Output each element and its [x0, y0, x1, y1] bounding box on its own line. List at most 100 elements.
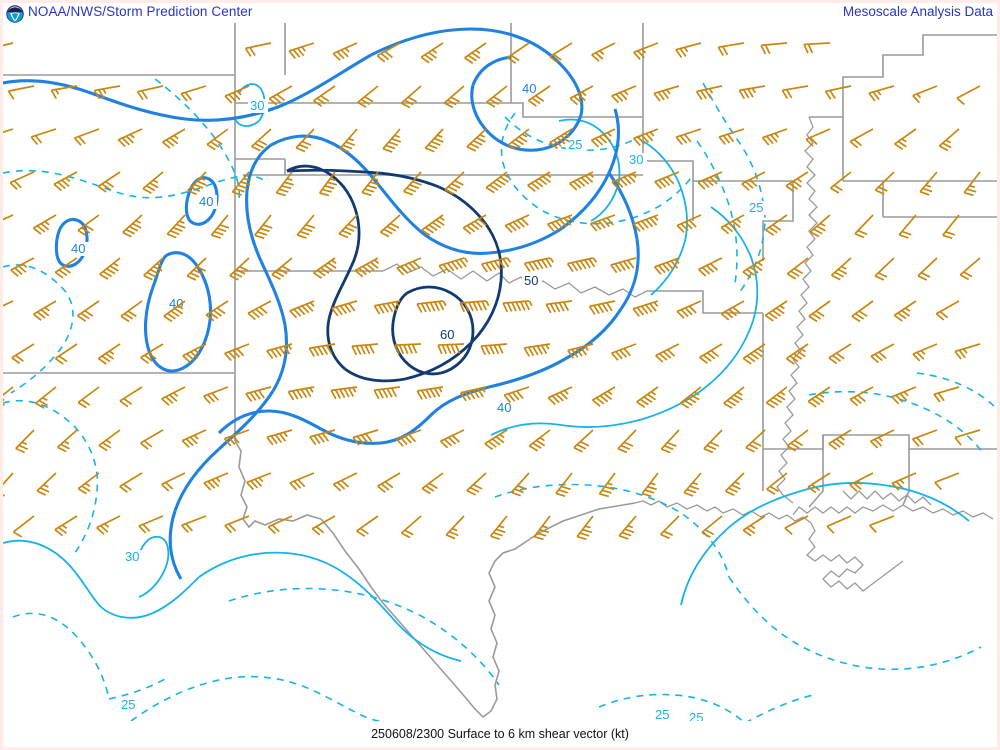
wind-barb [611, 85, 637, 104]
wind-barb [954, 429, 981, 446]
wind-barb [420, 42, 444, 64]
wind-barb [245, 386, 272, 403]
wind-barb [655, 343, 680, 363]
contour-label: 25 [121, 697, 135, 712]
wind-barb [161, 472, 186, 492]
contour-label: 40 [522, 81, 536, 96]
wind-barb [163, 300, 186, 323]
wind-barb [352, 429, 379, 446]
noaa-seal-icon [6, 5, 24, 23]
wind-barb [377, 472, 401, 493]
wind-barb [698, 257, 723, 277]
wind-barb [849, 386, 874, 407]
wind-barb [266, 429, 293, 446]
wind-barb [503, 386, 530, 404]
wind-barb [675, 128, 702, 146]
wind-barb [486, 85, 508, 108]
wind-barb [485, 171, 509, 194]
wind-barb [143, 257, 164, 281]
wind-barb [288, 42, 315, 59]
wind-barb [224, 85, 250, 104]
wind-barb [547, 386, 573, 406]
wind-barb [527, 85, 551, 107]
contour-label: 25 [655, 707, 669, 721]
wind-barb [142, 171, 164, 195]
wind-barb [247, 300, 272, 321]
wind-barb [653, 257, 680, 275]
wind-barb [266, 343, 293, 360]
wind-barb [246, 472, 272, 491]
wind-barb [287, 386, 315, 401]
contour-40 [3, 27, 640, 580]
wind-barb [267, 515, 293, 535]
wind-barb [394, 343, 422, 355]
wind-barb [421, 214, 445, 237]
wind-barb [97, 343, 121, 365]
wind-barb [54, 343, 78, 365]
wind-barb [36, 472, 57, 496]
wind-barb [680, 386, 702, 409]
wind-barb [764, 300, 788, 322]
wind-barb [675, 42, 702, 58]
contour-label: 40 [199, 194, 213, 209]
wind-barb [96, 515, 121, 535]
wind-barb [893, 300, 917, 322]
wind-barb [379, 214, 401, 238]
wind-barb [738, 85, 766, 100]
map-canvas[interactable]: 30 40 25 30 25 40 40 40 50 60 40 30 25 25 25 [3, 21, 997, 721]
wind-barb [396, 257, 422, 276]
wind-barb [181, 515, 207, 534]
wind-barb [849, 128, 874, 149]
wind-barb [588, 300, 616, 315]
wind-barb [203, 472, 229, 491]
wind-barb [590, 128, 616, 148]
wind-barb [610, 257, 637, 274]
wind-barb [484, 429, 508, 451]
wind-barb [919, 171, 938, 196]
wind-barb [311, 515, 336, 536]
wind-barb [805, 128, 831, 147]
wind-barb [898, 214, 917, 239]
wind-barb [942, 214, 960, 240]
wind-barb [295, 128, 315, 153]
wind-barb [480, 343, 508, 356]
wind-barb [851, 300, 874, 323]
wind-barb [205, 300, 229, 322]
wind-barb [382, 128, 402, 153]
wind-barb [676, 300, 702, 319]
wind-barb [917, 257, 938, 281]
wind-barb [206, 128, 229, 151]
wind-barb [528, 429, 551, 452]
wind-barb [444, 171, 465, 195]
map-caption: 250608/2300 Surface to 6 km shear vector… [371, 727, 629, 741]
wind-barb [3, 472, 14, 497]
wind-barb [77, 300, 100, 322]
wind-barb [459, 300, 490, 313]
wind-barb [697, 171, 723, 190]
wind-barb [527, 171, 552, 192]
wind-barb [828, 429, 852, 451]
wind-barb [268, 85, 293, 106]
wind-barb [77, 214, 100, 237]
page-header: NOAA/NWS/Storm Prediction Center Mesosca… [3, 3, 997, 23]
wind-barb [289, 300, 315, 319]
wind-barb [400, 515, 422, 539]
wind-barb [119, 472, 143, 494]
contour-label: 40 [71, 241, 85, 256]
wind-barb [573, 429, 594, 453]
wind-barb [523, 343, 551, 357]
wind-barb [462, 214, 487, 235]
wind-barb [869, 515, 895, 534]
wind-barb [3, 300, 14, 313]
contour-label: 60 [440, 327, 454, 342]
wind-barb [765, 386, 788, 409]
wind-barb [636, 386, 659, 408]
wind-barb [653, 85, 680, 102]
wind-barb [742, 515, 766, 537]
wind-barb [683, 472, 702, 497]
wind-barb [56, 429, 78, 453]
contour-50-60 [286, 164, 503, 383]
wind-barb [438, 257, 469, 274]
